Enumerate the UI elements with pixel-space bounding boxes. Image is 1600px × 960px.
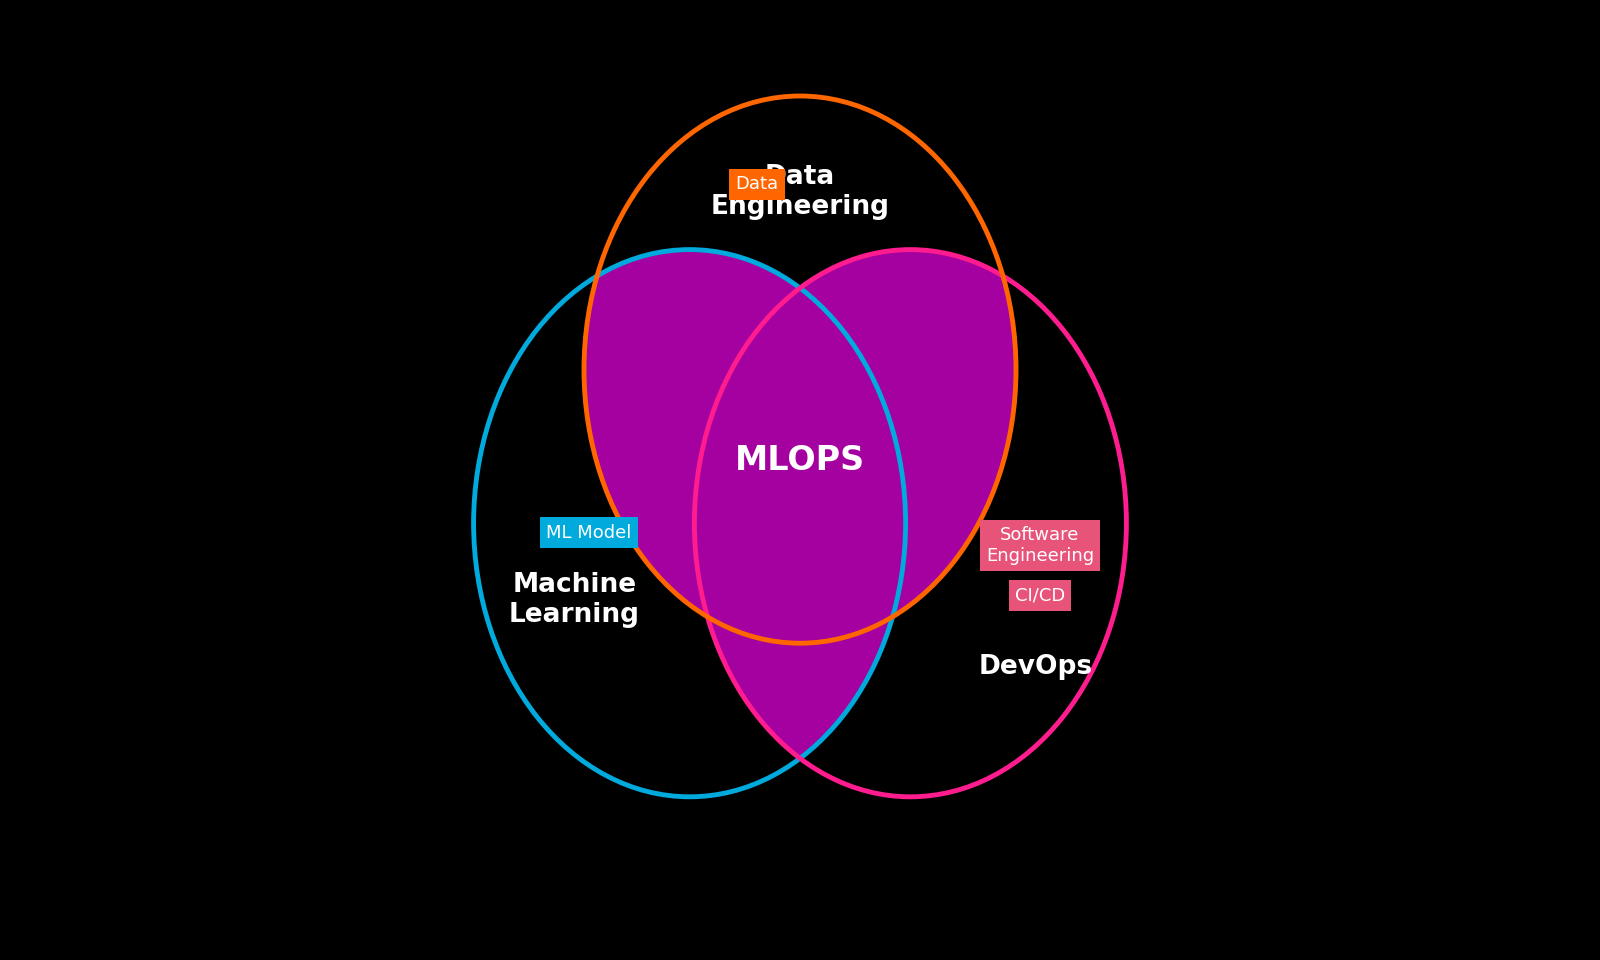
Text: CI/CD: CI/CD bbox=[1014, 587, 1066, 604]
Polygon shape bbox=[584, 250, 906, 643]
Text: ML Model: ML Model bbox=[546, 524, 632, 541]
Text: Data
Engineering: Data Engineering bbox=[710, 164, 890, 220]
Polygon shape bbox=[694, 250, 1016, 643]
Text: DevOps: DevOps bbox=[978, 654, 1093, 681]
Polygon shape bbox=[694, 290, 906, 756]
Text: Machine
Learning: Machine Learning bbox=[509, 572, 640, 628]
Polygon shape bbox=[694, 290, 906, 616]
Text: MLOPS: MLOPS bbox=[734, 444, 866, 477]
Text: Data: Data bbox=[736, 176, 778, 193]
Text: Software
Engineering: Software Engineering bbox=[986, 526, 1094, 564]
